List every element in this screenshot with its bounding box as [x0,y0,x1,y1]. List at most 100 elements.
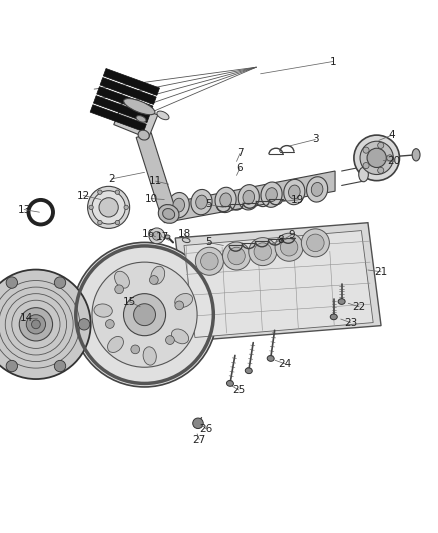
Circle shape [363,163,369,168]
Text: 1: 1 [329,56,336,67]
Polygon shape [103,69,159,95]
Text: 7: 7 [237,149,244,158]
Ellipse shape [215,187,236,213]
Circle shape [193,418,203,429]
Text: 11: 11 [149,176,162,186]
Text: 26: 26 [199,424,212,433]
Ellipse shape [267,356,274,361]
Ellipse shape [107,336,124,352]
Ellipse shape [162,208,175,219]
Circle shape [134,304,155,326]
Circle shape [131,345,140,354]
Text: 5: 5 [205,237,212,247]
Circle shape [249,238,277,265]
Circle shape [98,220,102,225]
Circle shape [92,262,197,367]
Ellipse shape [94,304,112,317]
Text: 20: 20 [388,156,401,166]
Text: 4: 4 [389,130,396,140]
Ellipse shape [114,271,129,288]
Ellipse shape [143,347,156,365]
Text: 13: 13 [18,205,31,215]
Ellipse shape [172,329,189,344]
Circle shape [124,205,128,209]
Text: 9: 9 [288,230,295,240]
Circle shape [228,247,245,265]
Circle shape [54,360,66,372]
Ellipse shape [191,189,212,215]
Circle shape [152,231,161,240]
Circle shape [354,135,399,181]
Ellipse shape [226,381,233,386]
Text: 6: 6 [237,163,244,173]
Circle shape [115,220,120,225]
Text: 5: 5 [205,199,212,209]
Ellipse shape [266,188,277,201]
Circle shape [99,198,118,217]
Circle shape [92,191,125,224]
Circle shape [367,148,386,167]
Ellipse shape [238,184,259,210]
Ellipse shape [245,368,252,374]
Text: 10: 10 [145,193,158,204]
Polygon shape [114,101,158,139]
Circle shape [0,270,91,379]
Ellipse shape [307,177,328,202]
Text: 12: 12 [77,190,90,200]
Circle shape [89,205,93,209]
Circle shape [32,320,40,329]
Circle shape [301,229,329,257]
Ellipse shape [124,99,155,115]
Ellipse shape [330,314,337,320]
Circle shape [26,314,46,334]
Circle shape [307,234,324,252]
Circle shape [195,247,223,275]
Text: 25: 25 [232,385,245,395]
Circle shape [363,147,369,153]
Text: 3: 3 [312,134,319,144]
Circle shape [115,190,120,195]
Text: 18: 18 [177,229,191,239]
Ellipse shape [168,192,189,218]
Ellipse shape [158,205,179,223]
Text: 19: 19 [291,195,304,205]
Circle shape [378,142,384,149]
Circle shape [387,155,393,161]
Polygon shape [184,231,373,337]
Ellipse shape [157,111,169,120]
Circle shape [78,319,90,330]
Ellipse shape [151,266,165,284]
Text: 24: 24 [278,359,291,369]
Text: 22: 22 [353,302,366,312]
Polygon shape [100,78,156,104]
Text: 23: 23 [344,318,357,328]
Circle shape [360,141,393,174]
Ellipse shape [182,238,190,243]
Circle shape [201,253,218,270]
Ellipse shape [165,235,170,238]
Ellipse shape [338,298,345,304]
Polygon shape [175,223,381,341]
Circle shape [115,285,124,294]
Circle shape [72,243,217,387]
Circle shape [175,301,184,310]
Ellipse shape [243,190,254,204]
Circle shape [149,228,165,244]
Circle shape [280,238,298,256]
Text: 17: 17 [155,232,169,242]
Circle shape [275,233,303,261]
Ellipse shape [175,294,193,308]
Ellipse shape [136,116,146,122]
Text: 14: 14 [20,313,33,323]
Ellipse shape [138,130,149,140]
Circle shape [88,187,130,229]
Circle shape [166,336,174,344]
Text: 8: 8 [277,235,284,245]
Circle shape [6,360,18,372]
Polygon shape [93,95,150,123]
Ellipse shape [261,182,282,207]
Ellipse shape [173,198,184,212]
Ellipse shape [311,182,323,196]
Circle shape [6,277,18,288]
Polygon shape [90,104,146,132]
